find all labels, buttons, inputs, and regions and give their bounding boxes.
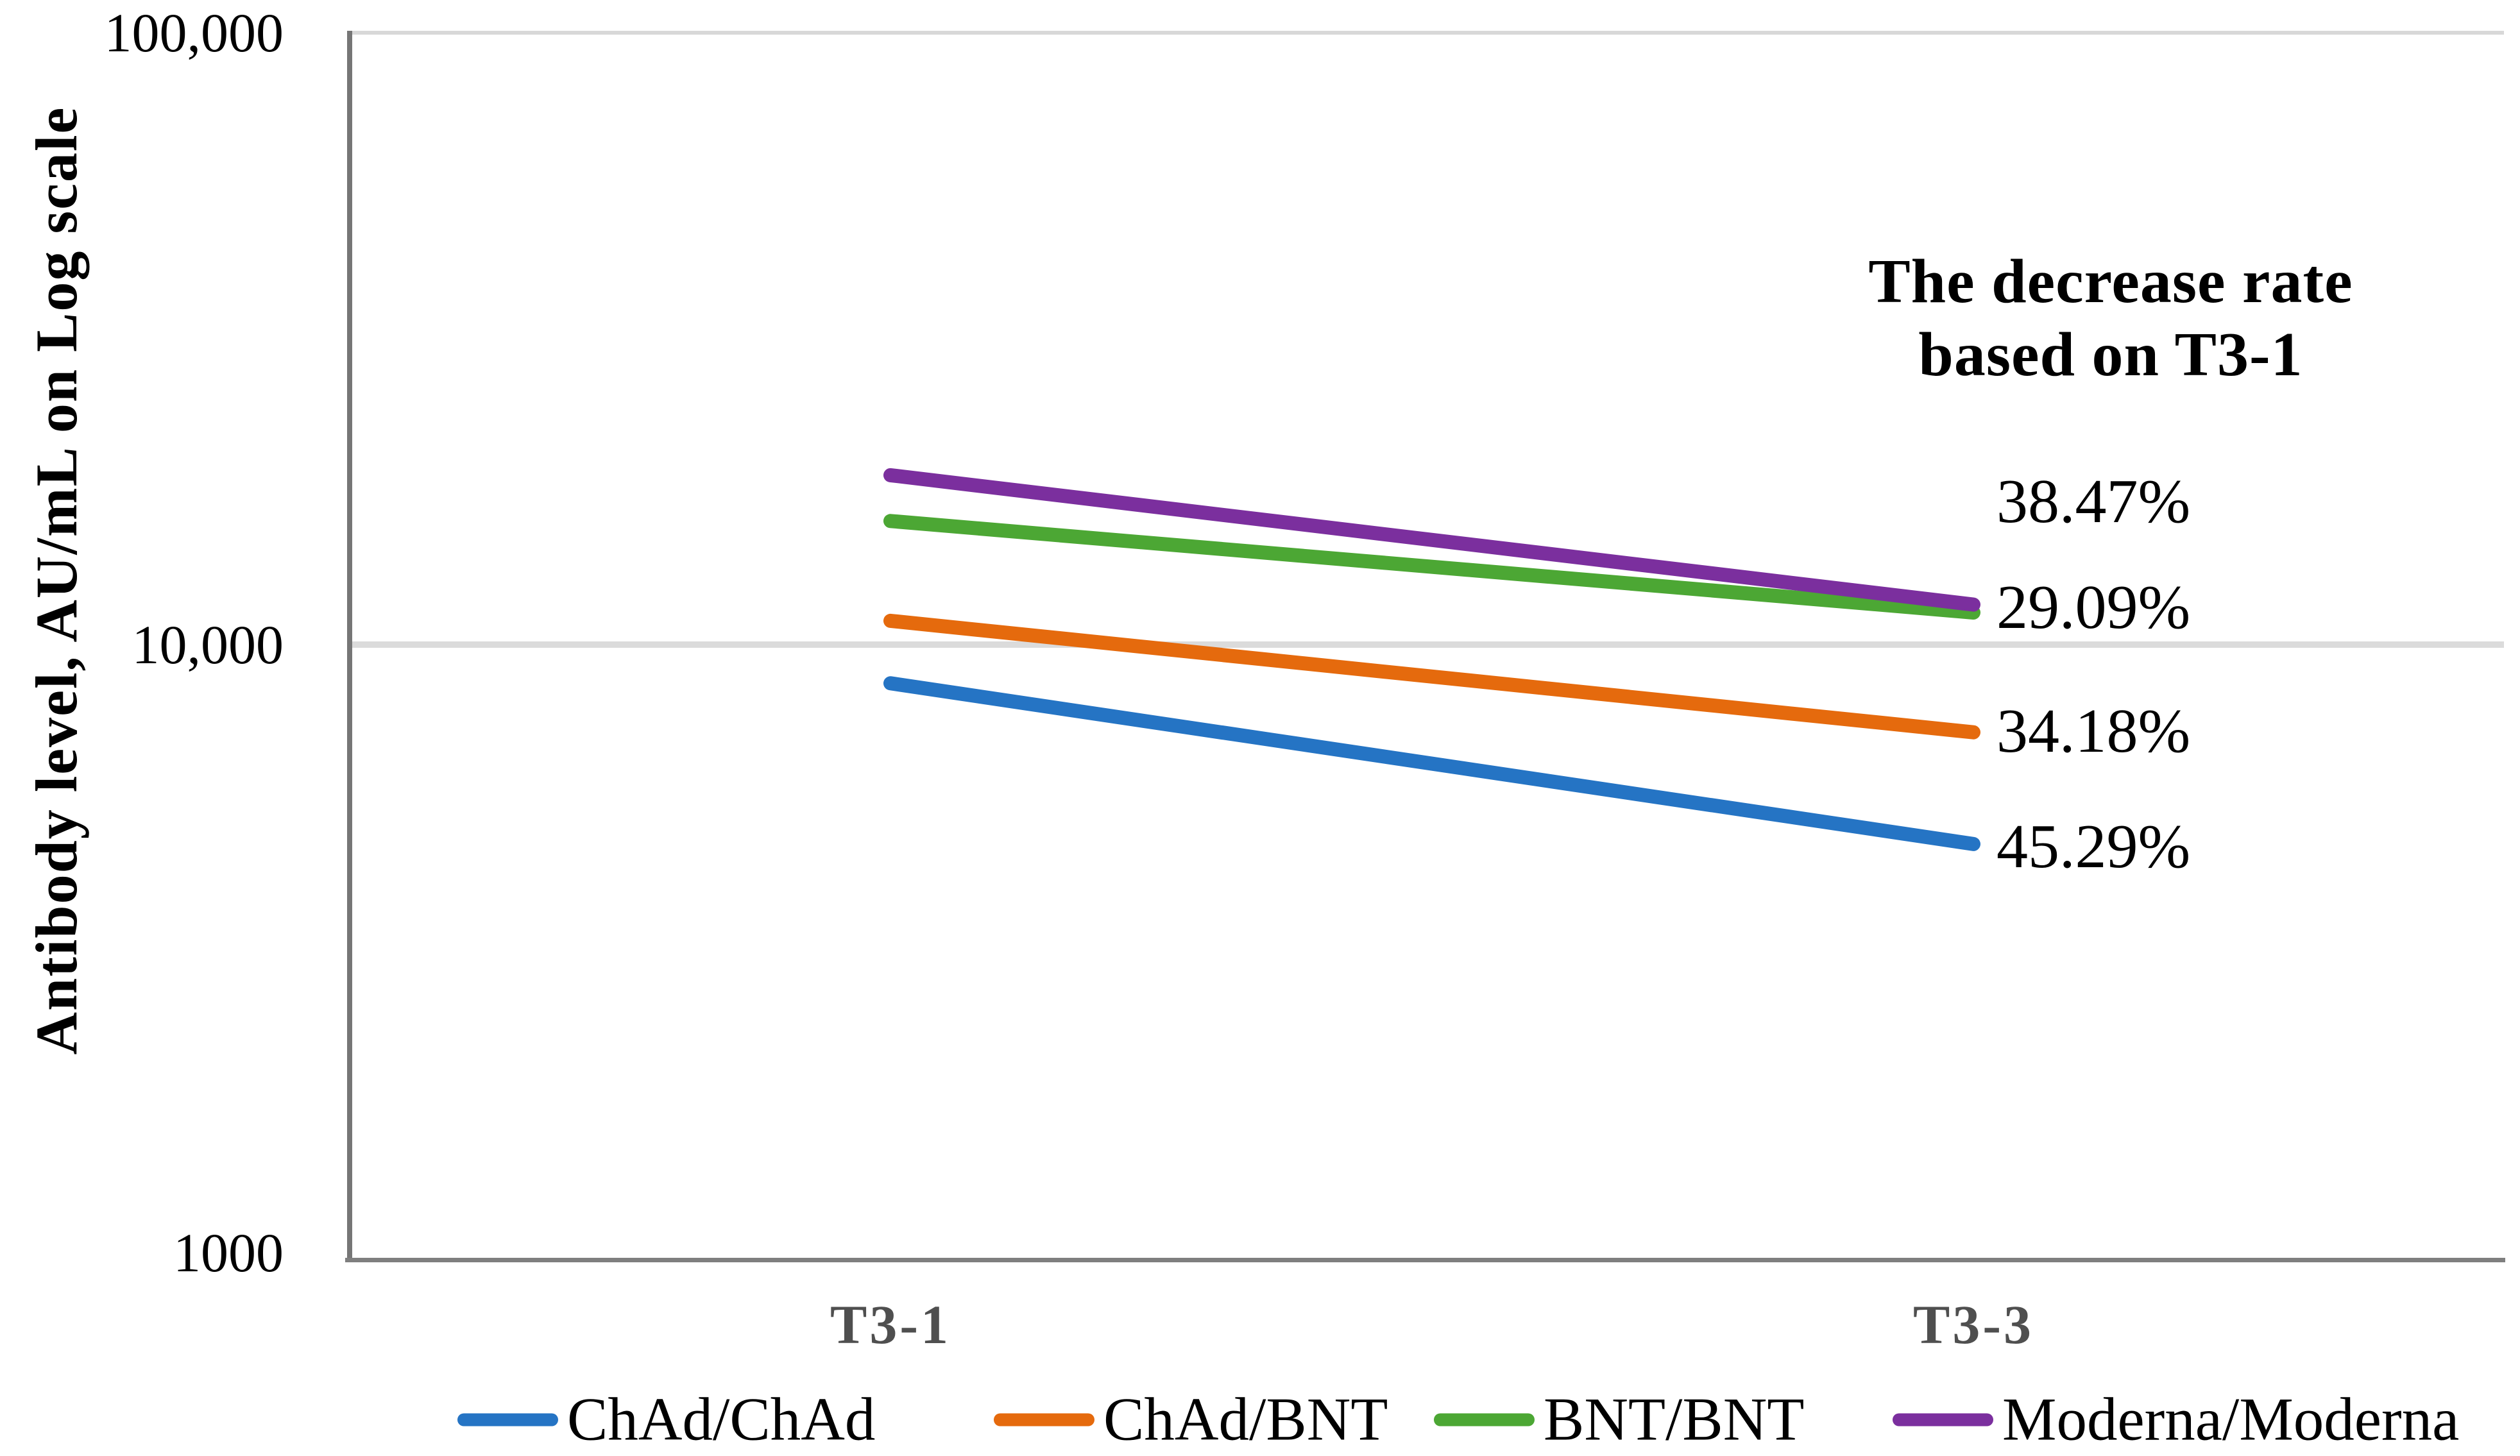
decrease-rate-chad-chad: 45.29% [1996,812,2191,881]
annotation-line-2: based on T3-1 [1918,319,2303,389]
y-axis-line [347,31,352,1262]
series-line-bnt-bnt [883,514,1980,620]
legend-item-moderna-moderna: Moderna/Moderna [1893,1389,2459,1450]
legend-label-chad-bnt: ChAd/BNT [1103,1385,1388,1453]
series-line-chad-chad [883,676,1980,851]
legend-label-moderna-moderna: Moderna/Moderna [2002,1385,2460,1453]
x-tick-label-t3-1: T3-1 [830,1294,951,1355]
legend-swatch-chad-bnt [994,1413,1094,1426]
y-tick-label-10000: 10,000 [132,614,284,675]
decrease-rate-chad-bnt: 34.18% [1996,697,2191,766]
decrease-rate-moderna-moderna: 38.47% [1996,467,2191,536]
legend-label-chad-chad: ChAd/ChAd [567,1385,876,1453]
legend-item-chad-chad: ChAd/ChAd [457,1389,875,1450]
y-tick-label-100000: 100,000 [104,2,284,63]
legend-swatch-chad-chad [457,1413,558,1426]
decrease-rate-bnt-bnt: 29.09% [1996,573,2191,642]
legend-swatch-bnt-bnt [1434,1413,1535,1426]
legend-swatch-moderna-moderna [1893,1413,1993,1426]
legend-label-bnt-bnt: BNT/BNT [1544,1385,1805,1453]
decrease-rate-annotation: The decrease rate based on T3-1 [1758,246,2464,391]
annotation-line-1: The decrease rate [1868,247,2353,316]
x-axis-line [345,1258,2505,1262]
gridline-10000 [349,641,2504,648]
plot-top-border [349,31,2504,35]
y-tick-label-1000: 1000 [173,1222,284,1283]
series-line-moderna-moderna [883,468,1980,612]
legend-item-bnt-bnt: BNT/BNT [1434,1389,1804,1450]
x-tick-label-t3-3: T3-3 [1913,1294,2034,1355]
series-line-chad-bnt [883,613,1980,740]
legend-item-chad-bnt: ChAd/BNT [994,1389,1388,1450]
